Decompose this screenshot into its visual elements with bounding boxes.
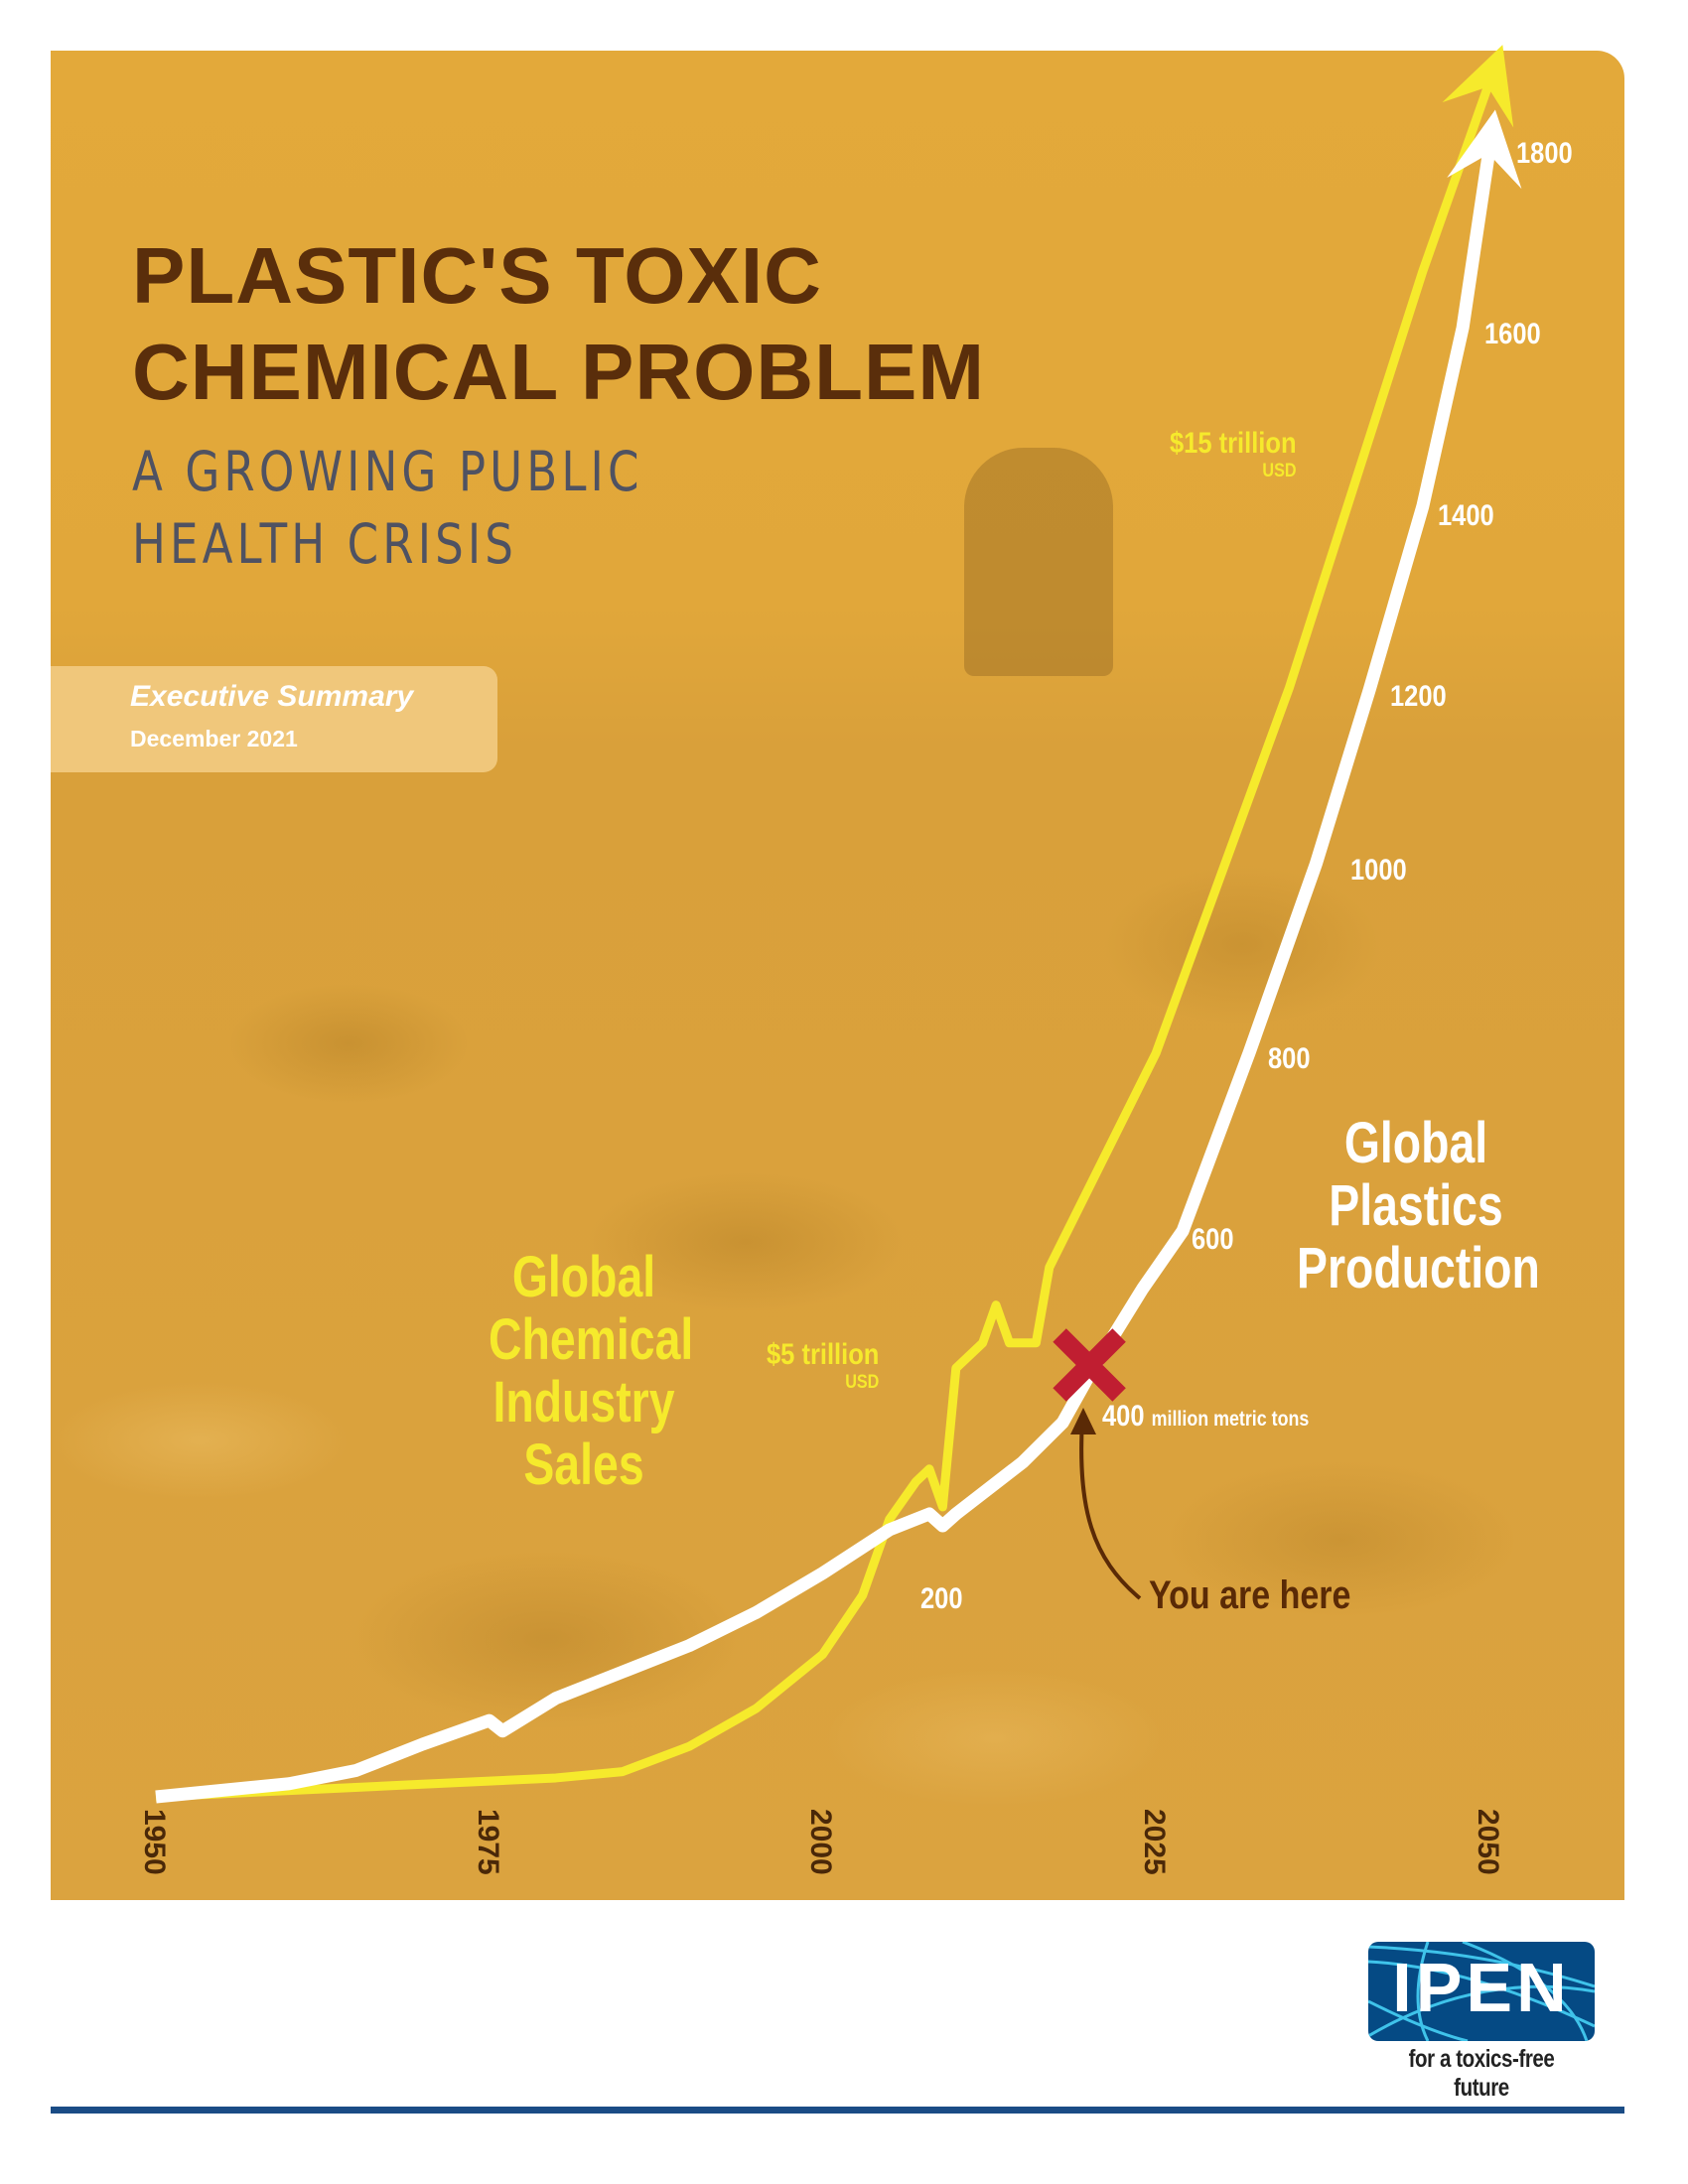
marker-label: 400 million metric tons	[1102, 1400, 1309, 1433]
title-line-2: CHEMICAL PROBLEM	[132, 328, 985, 416]
scale-label: 1400	[1438, 499, 1494, 532]
subtitle-line-1: A GROWING PUBLIC	[132, 440, 643, 503]
callout-arrow-line	[1079, 1419, 1142, 1600]
sales-value: $5 trillion	[767, 1338, 880, 1371]
sales-title-line: Global	[511, 1245, 656, 1309]
plastics-line	[155, 148, 1496, 1804]
scale-label: 1600	[1484, 318, 1541, 350]
title-line-1: PLASTIC'S TOXIC	[132, 231, 822, 320]
scale-label: 600	[1192, 1223, 1234, 1256]
marker-value: 400	[1102, 1400, 1145, 1433]
plastics-series-title: Global Plastics Production	[1297, 1111, 1540, 1300]
plastics-title-line: Plastics	[1329, 1173, 1503, 1238]
scale-label: 1000	[1350, 854, 1407, 887]
sales-series-title: Global Chemical Industry Sales	[489, 1245, 694, 1497]
logo-tagline: for a toxics-free future	[1408, 2045, 1555, 2102]
x-tick: 2050	[1472, 1809, 1504, 1875]
sales-title-line: Chemical	[489, 1307, 694, 1372]
sales-unit: USD	[1262, 461, 1297, 481]
executive-summary-badge: Executive Summary December 2021	[51, 666, 497, 772]
sales-arrowhead-icon	[1442, 45, 1514, 128]
globe-lines-icon	[1368, 1942, 1595, 2041]
sales-value: $15 trillion	[1170, 427, 1297, 460]
footer-rule	[51, 2107, 1624, 2114]
background-person	[964, 448, 1113, 676]
subtitle: A GROWING PUBLIC HEALTH CRISIS	[132, 436, 643, 581]
page-title: PLASTIC'S TOXIC CHEMICAL PROBLEM	[132, 227, 985, 420]
x-tick: 1950	[138, 1809, 171, 1875]
you-are-here-x-icon	[1053, 1328, 1126, 1402]
cover-panel: PLASTIC'S TOXIC CHEMICAL PROBLEM A GROWIN…	[51, 51, 1624, 1900]
sales-title-line: Industry	[492, 1370, 675, 1434]
plastics-arrowhead-icon	[1447, 109, 1522, 190]
you-are-here-label: You are here	[1149, 1573, 1351, 1617]
sales-label-15t: $15 trillion USD	[1170, 427, 1297, 482]
x-tick: 2025	[1138, 1809, 1171, 1875]
scale-label: 200	[920, 1582, 963, 1615]
plastics-title-line: Global	[1343, 1111, 1488, 1175]
marker-unit: million metric tons	[1151, 1408, 1310, 1431]
sales-unit: USD	[845, 1372, 880, 1393]
scale-label: 800	[1268, 1042, 1311, 1075]
scale-label: 1800	[1516, 137, 1573, 170]
ipen-logo: IPEN	[1368, 1942, 1595, 2041]
callout-arrowhead-icon	[1070, 1408, 1096, 1434]
logo-text: IPEN	[1392, 1949, 1571, 2026]
scale-label: 1200	[1390, 680, 1447, 713]
subtitle-line-2: HEALTH CRISIS	[132, 512, 517, 576]
x-tick: 2000	[804, 1809, 837, 1875]
sales-title-line: Sales	[523, 1433, 644, 1497]
badge-date: December 2021	[130, 726, 298, 751]
x-tick: 1975	[472, 1809, 504, 1875]
badge-label: Executive Summary	[130, 680, 414, 713]
sales-label-5t: $5 trillion USD	[767, 1338, 879, 1394]
plastics-title-line: Production	[1297, 1236, 1540, 1300]
